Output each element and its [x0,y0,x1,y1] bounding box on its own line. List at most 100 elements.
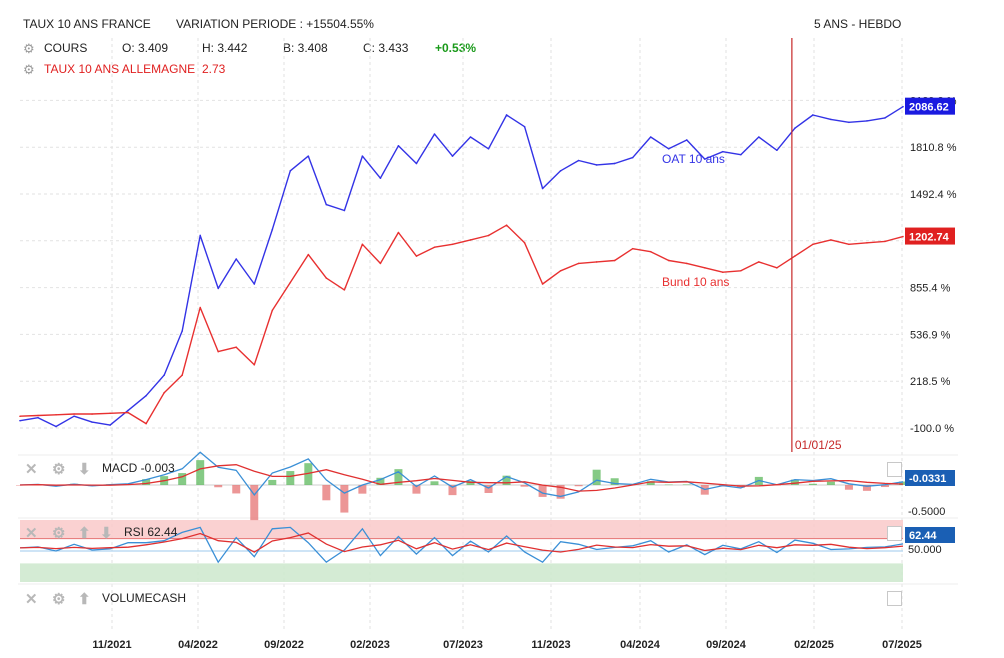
arrow-down-icon[interactable]: ⬇ [100,525,113,542]
macd-histogram-bar [502,475,511,485]
data-point [667,147,670,150]
macd-checkbox[interactable] [887,462,902,477]
change-value: +0.53% [435,41,477,55]
macd-signal-line [19,464,904,492]
x-tick-label: 11/2023 [531,639,570,651]
rsi-y-tick: 50.000 [908,544,942,556]
data-point [235,258,238,260]
data-point [577,262,580,265]
series-annotation-oat: OAT 10 ans [662,152,725,166]
data-point [37,414,39,417]
data-point [469,136,472,138]
macd-histogram-bar [430,481,439,485]
x-tick-label: 07/2023 [443,639,483,651]
low-value: B: 3.408 [283,41,328,55]
rsi-oversold-zone [20,563,903,582]
data-point [199,306,202,309]
rsi-signal-line [19,532,904,553]
data-point [181,330,183,332]
data-point [487,234,490,237]
gear-icon[interactable]: ⚙ [52,591,66,608]
data-point [343,289,346,291]
data-point [217,350,220,353]
data-point [559,170,562,172]
x-tick-label: 04/2022 [178,639,218,651]
y-tick-label: 218.5 % [910,376,951,388]
macd-histogram-bar [322,485,331,501]
data-point [613,162,616,165]
data-point [145,422,147,425]
data-point [199,234,202,237]
data-point [307,155,310,157]
data-point [523,242,526,244]
data-point [721,150,724,153]
arrow-up-icon[interactable]: ⬆ [78,591,91,608]
data-point [577,159,580,162]
cours-label: COURS [44,41,88,55]
close-icon[interactable]: ✕ [25,461,38,478]
macd-histogram-bar [142,479,151,485]
series-line-oat [19,106,904,428]
macd-histogram-bar [574,485,583,487]
data-point [253,364,256,366]
data-point [163,374,165,376]
data-point [91,421,93,423]
data-point [776,267,778,269]
data-point [253,283,256,285]
series-line-bund [19,224,904,425]
macd-histogram-bar [899,481,907,485]
macd-histogram-bar [844,485,853,490]
macd-histogram-bar [880,485,889,488]
arrow-up-icon[interactable]: ⬆ [78,525,91,542]
x-tick-label: 02/2025 [794,639,834,651]
arrow-down-icon[interactable]: ⬇ [78,461,91,478]
data-point [307,253,310,256]
data-point [884,240,886,243]
macd-histogram-bar [394,469,403,485]
data-point [181,374,183,376]
macd-histogram-bar [682,484,691,485]
close-icon[interactable]: ✕ [25,591,38,608]
rsi-checkbox[interactable] [887,526,902,541]
data-point [127,411,129,414]
data-point [127,409,129,412]
data-point [37,416,39,419]
data-point [649,250,652,253]
data-point [55,425,57,428]
data-point [361,243,364,246]
period-selector[interactable]: 5 ANS - HEBDO [814,17,902,31]
rsi-label: RSI 62.44 [124,525,178,539]
date-marker-label: 01/01/25 [795,438,842,452]
volume-checkbox[interactable] [887,591,902,606]
high-value: H: 3.442 [202,41,248,55]
close-icon[interactable]: ✕ [25,525,38,542]
data-point [884,117,886,119]
macd-histogram-bar [268,479,277,485]
data-point [685,139,688,141]
data-point [433,246,436,249]
data-point [830,118,832,121]
data-point [487,147,490,150]
data-point [433,133,436,135]
data-point [451,243,454,246]
data-point [721,271,724,274]
bund-label: TAUX 10 ANS ALLEMAGNE [44,62,196,76]
data-point [19,419,21,422]
period-variation: VARIATION PERIODE : +15504.55% [176,17,374,31]
data-point [73,415,75,418]
data-point [595,261,598,263]
rsi-line [19,526,904,564]
data-point [163,391,165,394]
data-point [830,239,832,241]
gear-icon[interactable]: ⚙ [52,525,66,542]
data-point [109,412,111,415]
gear-icon[interactable]: ⚙ [52,461,66,478]
gear-icon[interactable]: ⚙ [23,41,35,56]
data-point [235,346,238,348]
data-point [740,269,742,272]
gear-icon[interactable]: ⚙ [23,62,35,77]
data-point [289,281,292,284]
data-point [902,105,904,108]
data-point [758,136,760,138]
